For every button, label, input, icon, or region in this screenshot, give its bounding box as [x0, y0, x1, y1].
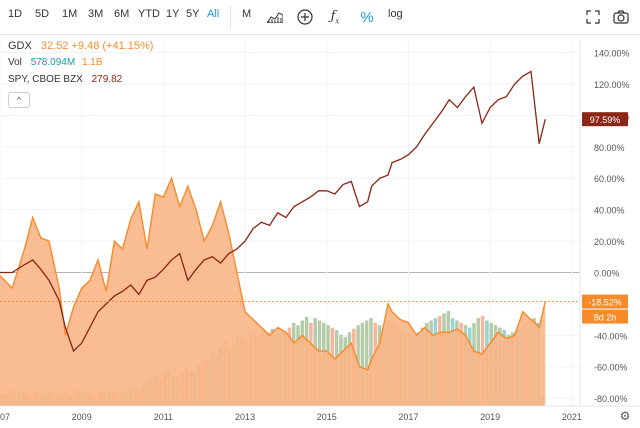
y-tick-label: 40.00%	[594, 206, 625, 216]
spy-last-label-bg	[582, 112, 628, 127]
toolbar-divider	[230, 6, 231, 28]
x-tick-label: 2013	[235, 412, 255, 422]
x-tick-label: 2009	[72, 412, 92, 422]
range-5y-button[interactable]: 5Y	[186, 8, 200, 20]
countdown-label: 8d 2h	[594, 313, 617, 323]
range-5d-button[interactable]: 5D	[35, 8, 50, 20]
volume-bar	[360, 322, 365, 406]
gdx-last-label: -18.52%	[588, 298, 622, 308]
legend-compare: SPY, CBOE BZX 279.82	[8, 74, 122, 85]
fx-icon[interactable]: ƒx	[324, 6, 346, 28]
interval-button[interactable]: M	[242, 8, 252, 20]
legend-collapse-button[interactable]: ^	[8, 92, 30, 108]
spy-line	[0, 70, 546, 353]
percent-button[interactable]: %	[360, 8, 374, 26]
range-1m-button[interactable]: 1M	[62, 8, 78, 20]
gdx-line	[0, 176, 546, 371]
y-tick-label: 0.00%	[594, 268, 620, 278]
spy-last-label: 97.59%	[590, 115, 621, 125]
plus-circle-icon[interactable]	[294, 6, 316, 28]
legend-main-value: 32.52 +9.48 (+41.15%)	[40, 40, 154, 52]
toolbar-border	[0, 34, 640, 35]
gear-icon[interactable]: ⚙	[620, 409, 631, 423]
area-chart-icon	[267, 12, 283, 23]
y-tick-label: -60.00%	[594, 363, 628, 373]
y-tick-label: 80.00%	[594, 143, 625, 153]
range-1y-button[interactable]: 1Y	[166, 8, 180, 20]
legend-vol-value: 578.094M	[30, 57, 76, 68]
chart-canvas[interactable]: 140.00%120.00%100.00%80.00%60.00%40.00%2…	[0, 35, 640, 428]
toolbar: 1D 5D 1M 3M 6M YTD 1Y 5Y All M ƒx % log	[0, 0, 640, 34]
x-tick-label: 2011	[154, 412, 173, 422]
legend-main: GDX 32.52 +9.48 (+41.15%)	[8, 40, 153, 52]
range-all-button[interactable]: All	[207, 8, 220, 20]
gdx-last-label-bg	[582, 294, 628, 309]
volume-bar	[364, 320, 369, 406]
range-6m-button[interactable]: 6M	[114, 8, 130, 20]
y-tick-label: 120.00%	[594, 80, 630, 90]
legend-compare-value: 279.82	[91, 74, 123, 85]
range-3m-button[interactable]: 3M	[88, 8, 104, 20]
countdown-label-bg	[582, 309, 628, 324]
x-tick-label: 2021	[562, 412, 582, 422]
legend-compare-label: SPY, CBOE BZX	[8, 74, 83, 85]
y-tick-label: -40.00%	[594, 331, 628, 341]
chart-style-icon[interactable]	[264, 6, 286, 28]
gdx-area	[0, 178, 546, 406]
legend-vol-value2: 1.1B	[81, 57, 103, 68]
range-1d-button[interactable]: 1D	[8, 8, 23, 20]
range-ytd-button[interactable]: YTD	[138, 8, 160, 20]
fx-glyph: ƒx	[330, 8, 340, 26]
legend-volume: Vol 578.094M 1.1B	[8, 57, 103, 68]
x-tick-label: 2015	[317, 412, 337, 422]
y-tick-label: -80.00%	[594, 394, 628, 404]
x-tick-label: 2007	[0, 412, 10, 422]
fullscreen-icon[interactable]	[582, 6, 604, 28]
camera-icon[interactable]	[610, 6, 632, 28]
log-button[interactable]: log	[388, 8, 403, 20]
y-tick-label: 60.00%	[594, 174, 625, 184]
x-tick-label: 2019	[480, 412, 500, 422]
legend-main-symbol: GDX	[8, 40, 32, 52]
legend-vol-label: Vol	[8, 57, 22, 68]
y-tick-label: 20.00%	[594, 237, 625, 247]
x-tick-label: 2017	[398, 412, 418, 422]
y-tick-label: 140.00%	[594, 49, 630, 59]
